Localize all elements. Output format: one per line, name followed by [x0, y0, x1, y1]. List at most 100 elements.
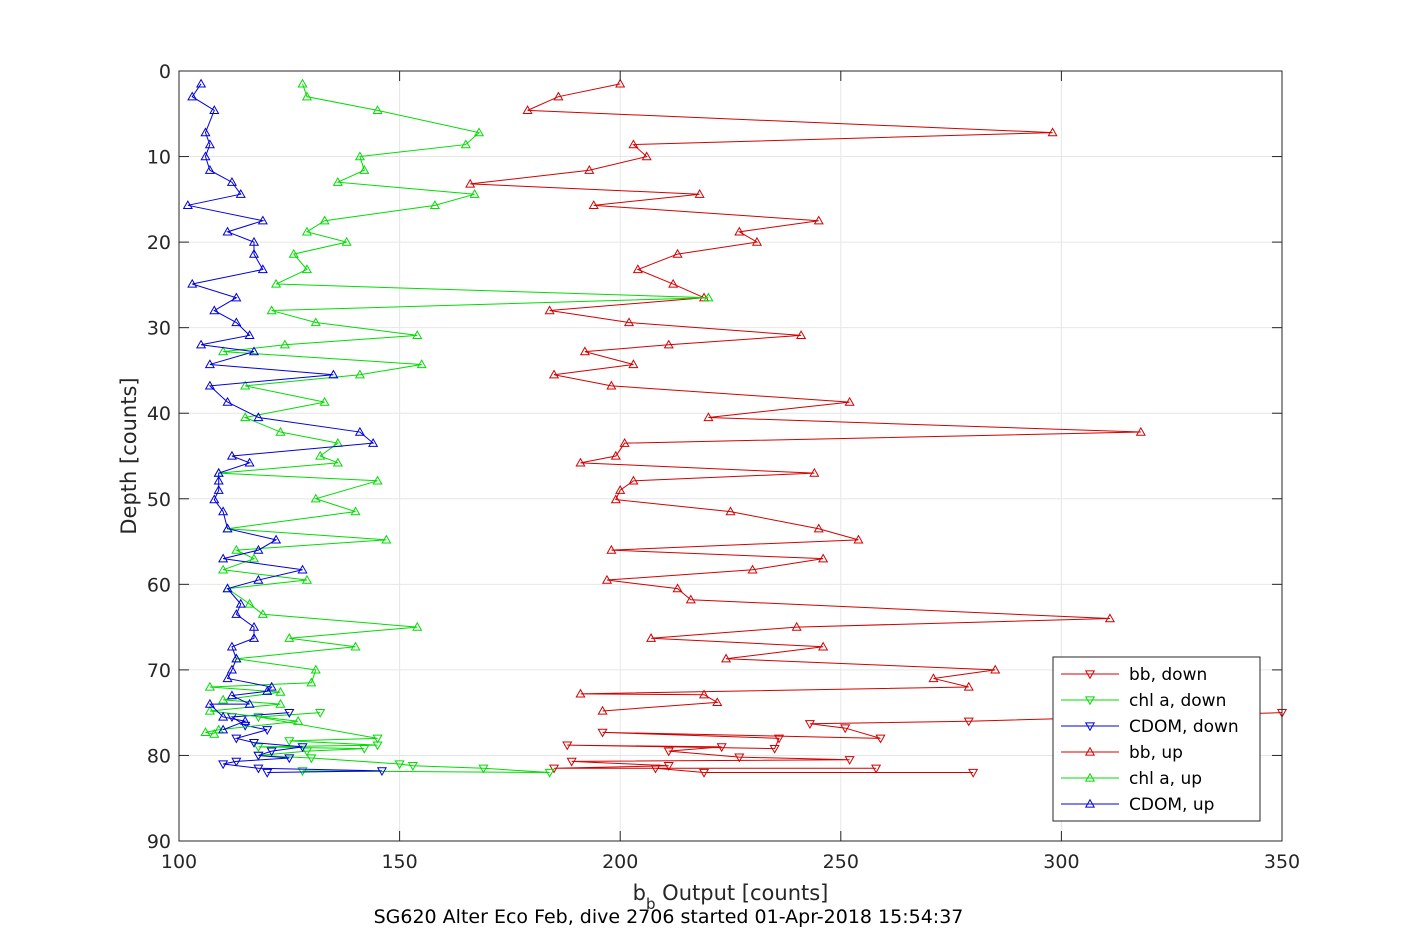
y-tick-label: 90	[147, 831, 171, 853]
data-point	[271, 534, 282, 544]
plot-area	[182, 78, 1288, 778]
data-point	[416, 359, 427, 369]
data-point	[1104, 613, 1115, 623]
data-point	[716, 743, 727, 753]
data-point	[204, 681, 215, 691]
data-point	[204, 705, 215, 715]
data-point	[703, 292, 714, 302]
data-point	[465, 178, 476, 188]
data-point	[813, 215, 824, 225]
data-point	[606, 544, 617, 554]
data-point	[297, 743, 308, 753]
data-point	[293, 716, 304, 725]
legend-entry: chl a, down	[1129, 691, 1226, 711]
data-point	[248, 553, 260, 563]
data-point	[218, 553, 229, 563]
data-point	[248, 346, 260, 356]
data-point	[244, 698, 255, 708]
data-point	[218, 711, 229, 721]
data-point	[235, 598, 246, 608]
data-point	[275, 426, 286, 436]
data-point	[818, 553, 829, 563]
data-point	[968, 768, 979, 778]
data-point	[818, 641, 829, 651]
data-point	[619, 437, 630, 447]
data-point	[284, 633, 295, 642]
data-point	[218, 694, 229, 704]
data-point	[721, 653, 732, 663]
data-point	[1135, 426, 1146, 436]
data-point	[350, 641, 361, 651]
legend-marker	[1084, 722, 1096, 732]
data-point	[809, 467, 820, 477]
data-point	[257, 264, 268, 274]
data-point	[579, 346, 590, 356]
data-point	[297, 767, 308, 777]
data-point	[875, 734, 886, 744]
data-point	[685, 594, 696, 604]
data-point	[310, 317, 321, 327]
x-tick-label: 200	[602, 851, 638, 873]
data-point	[213, 475, 224, 485]
data-point	[610, 494, 621, 504]
data-point	[315, 709, 326, 718]
data-point	[182, 200, 193, 209]
data-point	[200, 151, 211, 161]
data-point	[354, 369, 365, 379]
data-point	[672, 248, 683, 258]
data-point	[773, 734, 785, 744]
data-point	[341, 236, 352, 246]
data-point	[840, 724, 851, 734]
data-point	[769, 744, 780, 754]
y-tick-label: 30	[147, 318, 171, 340]
data-point	[804, 720, 815, 729]
data-point	[597, 705, 608, 715]
data-point	[266, 681, 277, 691]
data-point	[368, 437, 379, 447]
x-tick-label: 250	[823, 851, 859, 873]
series-line	[187, 83, 375, 731]
data-point	[698, 689, 710, 699]
data-point	[231, 292, 242, 302]
data-point	[588, 200, 599, 209]
x-axis-label-main: b	[633, 881, 646, 905]
data-point	[301, 747, 313, 757]
legend-entry: bb, up	[1129, 743, 1183, 763]
series-bb-up	[465, 78, 1146, 715]
y-axis-label: Depth [counts]	[117, 377, 141, 534]
data-point	[284, 709, 295, 718]
data-point	[200, 127, 211, 137]
legend-marker	[1084, 696, 1096, 706]
data-point	[262, 726, 273, 735]
data-point	[253, 743, 264, 753]
data-point	[240, 380, 251, 390]
y-tick-label: 10	[147, 147, 171, 169]
legend-entry: CDOM, up	[1129, 795, 1214, 815]
data-point	[315, 450, 326, 460]
data-point	[310, 664, 321, 674]
data-point	[257, 215, 268, 225]
data-point	[566, 757, 577, 767]
data-point	[412, 621, 423, 631]
data-point	[646, 633, 657, 642]
axes-box	[178, 70, 1283, 842]
data-point	[187, 91, 198, 101]
data-point	[301, 264, 313, 274]
data-point	[584, 165, 595, 174]
series-line	[470, 83, 1141, 712]
data-point	[381, 534, 392, 544]
data-point	[218, 346, 229, 356]
y-tick-label: 80	[147, 745, 171, 767]
y-tick-label: 70	[147, 660, 171, 682]
y-tick-label: 20	[147, 232, 171, 254]
series-line	[223, 712, 382, 774]
data-point	[275, 698, 286, 708]
data-point	[319, 215, 330, 225]
data-point	[672, 583, 683, 593]
y-tick-label: 50	[147, 489, 171, 511]
data-point	[231, 317, 242, 327]
data-point	[253, 764, 264, 774]
data-point	[288, 248, 299, 258]
x-tick-label: 100	[161, 851, 197, 873]
